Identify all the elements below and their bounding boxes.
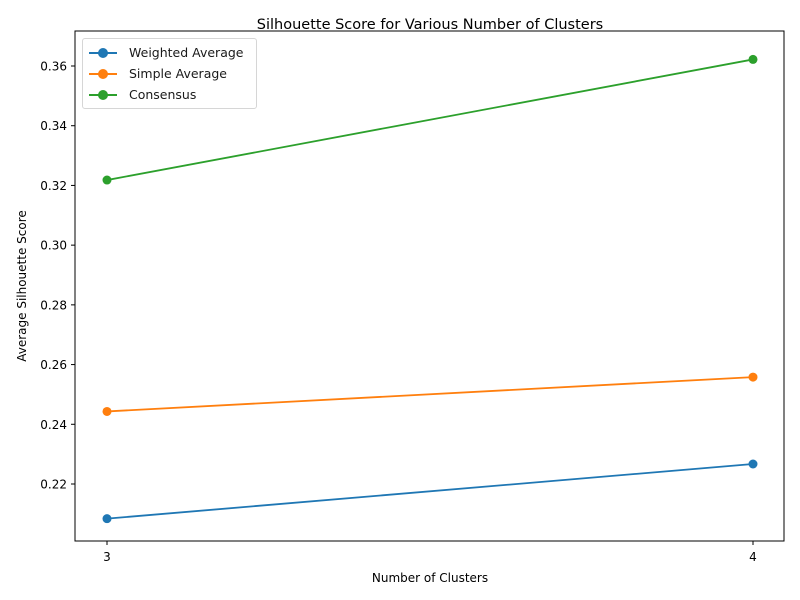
legend-item-simple-average: Simple Average — [83, 63, 256, 85]
x-tick-label: 3 — [103, 550, 111, 564]
y-tick-label: 0.28 — [40, 298, 67, 312]
y-axis-label: Average Silhouette Score — [15, 210, 29, 362]
legend-label: Simple Average — [129, 66, 227, 81]
data-point — [102, 514, 112, 524]
y-tick-label: 0.32 — [40, 179, 67, 193]
data-point — [102, 406, 112, 416]
legend-label: Consensus — [129, 87, 197, 102]
legend-item-consensus: Consensus — [83, 84, 256, 106]
legend-marker-icon — [98, 48, 108, 58]
data-point — [748, 459, 758, 469]
data-series — [102, 54, 758, 524]
data-point — [102, 175, 112, 185]
y-tick-label: 0.30 — [40, 239, 67, 253]
y-tick-label: 0.26 — [40, 358, 67, 372]
y-tick-label: 0.34 — [40, 119, 67, 133]
legend: Weighted Average Simple Average Consensu… — [82, 38, 257, 109]
series-simple-average — [102, 372, 758, 416]
x-axis-label: Number of Clusters — [372, 571, 488, 585]
legend-item-weighted-average: Weighted Average — [83, 42, 256, 64]
chart-title: Silhouette Score for Various Number of C… — [257, 17, 603, 33]
data-point — [748, 54, 758, 64]
legend-label: Weighted Average — [129, 45, 244, 60]
legend-marker-icon — [98, 90, 108, 100]
y-tick-label: 0.22 — [40, 478, 67, 492]
data-point — [748, 372, 758, 382]
series-consensus — [102, 54, 758, 185]
series-weighted-average — [102, 459, 758, 524]
x-tick-label: 4 — [749, 550, 757, 564]
y-axis-ticks: 0.22 0.24 0.26 0.28 0.30 0.32 0.34 0.36 — [40, 60, 75, 492]
legend-marker-icon — [98, 69, 108, 79]
y-tick-label: 0.36 — [40, 60, 67, 74]
y-tick-label: 0.24 — [40, 418, 67, 432]
plot-area-frame — [74, 30, 785, 542]
